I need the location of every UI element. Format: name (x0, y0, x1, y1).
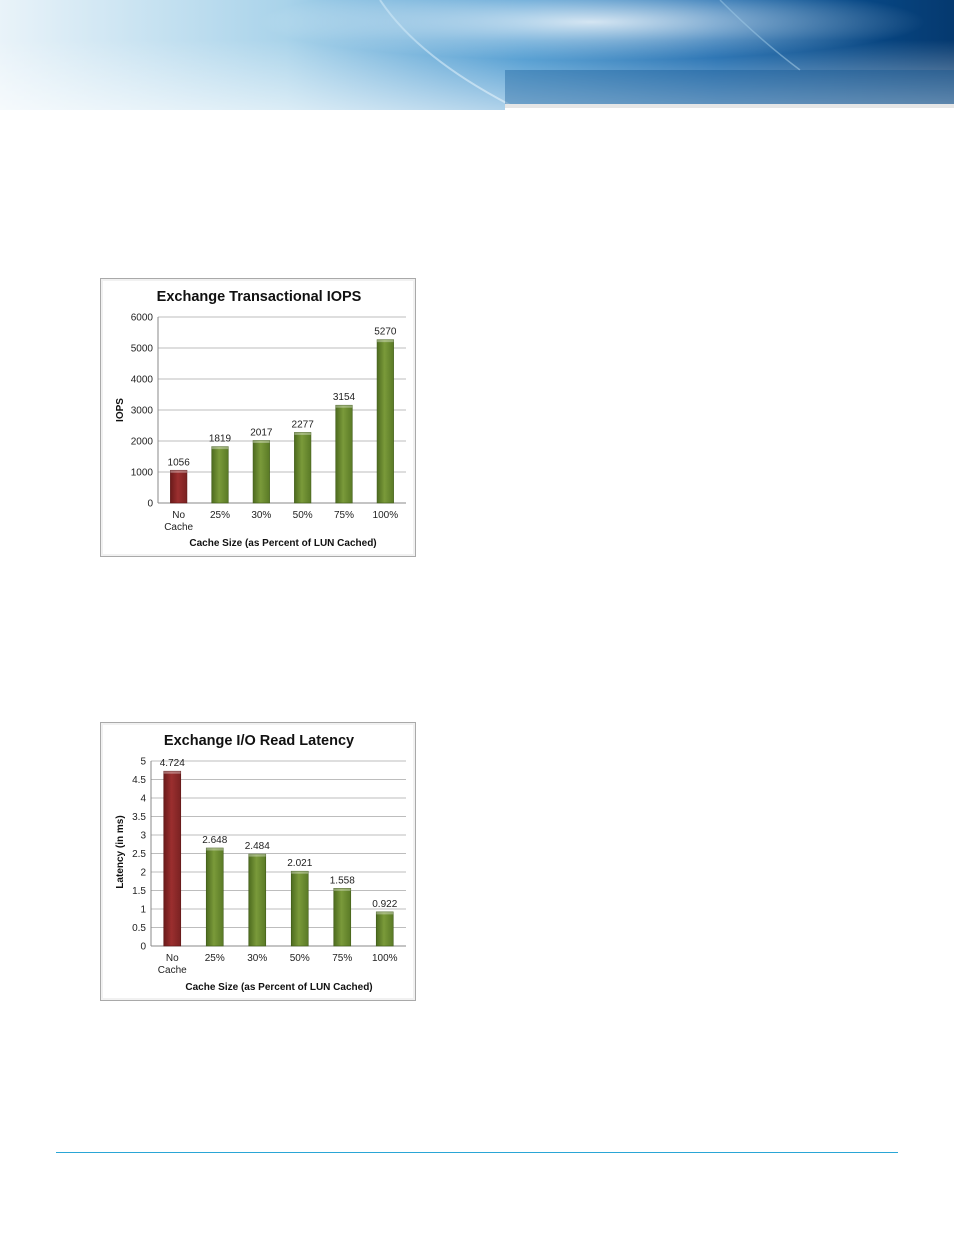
bar-highlight (377, 339, 394, 343)
bar (248, 853, 267, 947)
data-label: 2.021 (287, 858, 312, 869)
y-tick-label: 3 (140, 831, 146, 842)
header-banner (0, 0, 954, 160)
bar-highlight (211, 446, 229, 450)
chart-title: Exchange Transactional IOPS (157, 289, 362, 305)
bar-highlight (376, 911, 394, 915)
y-tick-label: 1000 (131, 468, 154, 479)
bar (375, 911, 394, 947)
bar-highlight (333, 888, 351, 891)
data-label: 2.484 (245, 841, 270, 852)
data-label: 2017 (250, 427, 273, 438)
x-tick-label: Cache (158, 965, 187, 976)
bar-highlight (294, 432, 311, 435)
y-tick-label: 2000 (131, 437, 154, 448)
bar-highlight (335, 405, 353, 408)
bar (333, 888, 352, 947)
y-axis-title: IOPS (115, 398, 126, 422)
y-tick-label: 0 (147, 499, 153, 510)
x-tick-label: 30% (247, 953, 267, 964)
bar-highlight (206, 848, 224, 851)
header-banner-graphic (0, 0, 954, 160)
y-tick-label: 4.5 (132, 775, 146, 786)
y-tick-label: 3.5 (132, 812, 146, 823)
chart-title: Exchange I/O Read Latency (164, 733, 354, 749)
y-tick-label: 1.5 (132, 886, 146, 897)
x-tick-label: 25% (205, 953, 225, 964)
y-tick-label: 1 (140, 905, 146, 916)
y-tick-label: 4 (140, 794, 146, 805)
bar-highlight (253, 440, 270, 443)
latency-chart: Exchange I/O Read Latency 0 0.5 1 1.5 2 2.5 3 3… (100, 722, 416, 1001)
x-tick-label: No (172, 510, 185, 521)
data-label: 2277 (292, 419, 315, 430)
bar (205, 847, 224, 947)
data-label: 0.922 (372, 899, 397, 910)
x-axis-title: Cache Size (as Percent of LUN Cached) (189, 538, 376, 549)
bar (211, 446, 229, 504)
y-tick-label: 3000 (131, 406, 154, 417)
data-label: 1819 (209, 434, 232, 445)
x-tick-label: 50% (293, 510, 313, 521)
iops-chart: Exchange Transactional IOPS 0 1000 2000 300… (100, 278, 416, 557)
iops-chart-svg: Exchange Transactional IOPS 0 1000 2000 300… (115, 289, 406, 549)
data-label: 5270 (374, 327, 397, 338)
bar (376, 339, 394, 504)
data-label: 1.558 (330, 875, 355, 886)
x-tick-label: 100% (372, 953, 398, 964)
x-tick-label: Cache (164, 522, 193, 533)
y-tick-label: 4000 (131, 375, 154, 386)
x-tick-label: 25% (210, 510, 230, 521)
bar-highlight (163, 771, 181, 774)
x-tick-label: 30% (251, 510, 271, 521)
y-tick-label: 2 (140, 868, 146, 879)
y-tick-label: 5000 (131, 344, 154, 355)
x-tick-label: 75% (334, 510, 354, 521)
bar-highlight (170, 470, 187, 473)
data-label: 3154 (333, 392, 356, 403)
bar (252, 440, 270, 504)
y-axis-title: Latency (in ms) (115, 815, 126, 888)
x-tick-label: 100% (373, 510, 399, 521)
x-tick-label: 50% (290, 953, 310, 964)
latency-chart-svg: Exchange I/O Read Latency 0 0.5 1 1.5 2 2.5 3 3… (115, 733, 406, 993)
y-tick-label: 5 (140, 757, 146, 768)
bar-highlight (248, 854, 266, 857)
bar (290, 870, 309, 947)
data-label: 1056 (168, 457, 191, 468)
bar (170, 469, 188, 504)
y-tick-label: 2.5 (132, 849, 146, 860)
x-tick-label: No (166, 953, 179, 964)
data-label: 4.724 (160, 758, 185, 769)
bar (335, 404, 353, 504)
bar (163, 770, 182, 947)
bar-highlight (291, 871, 309, 874)
bar (294, 432, 312, 504)
x-axis-title: Cache Size (as Percent of LUN Cached) (185, 982, 372, 993)
y-tick-label: 0.5 (132, 923, 146, 934)
footer-rule (56, 1152, 898, 1153)
x-tick-label: 75% (332, 953, 352, 964)
y-tick-label: 6000 (131, 313, 154, 324)
y-tick-label: 0 (140, 942, 146, 953)
data-label: 2.648 (202, 835, 227, 846)
